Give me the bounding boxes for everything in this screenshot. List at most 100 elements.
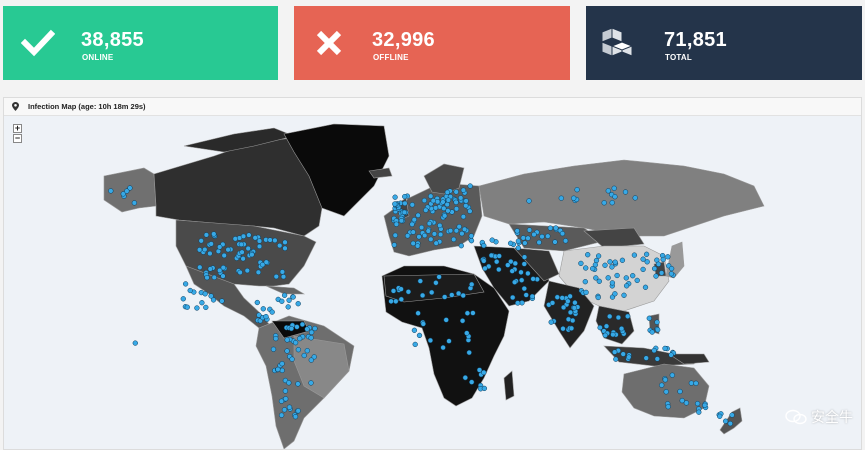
infection-marker (615, 314, 622, 321)
infection-marker (655, 327, 661, 333)
infection-marker (593, 257, 600, 264)
watermark: 安全牛 (785, 407, 853, 427)
infection-marker (249, 251, 255, 258)
infection-marker (453, 199, 459, 205)
infection-marker (297, 335, 303, 342)
infection-marker (515, 238, 522, 244)
infection-marker (260, 306, 266, 312)
infection-marker (688, 380, 695, 386)
infection-marker (548, 319, 554, 325)
infection-marker (521, 254, 528, 260)
infection-marker (612, 349, 618, 355)
infection-marker (295, 408, 301, 414)
infection-marker (665, 254, 671, 260)
infection-marker (578, 260, 584, 267)
infection-marker (290, 294, 296, 300)
infection-marker (279, 361, 285, 367)
infection-marker (602, 262, 608, 268)
madagascar-region (503, 370, 515, 401)
infection-marker (281, 292, 288, 298)
infection-marker (649, 329, 655, 335)
infection-marker (203, 304, 209, 311)
infection-marker (283, 396, 289, 402)
infection-marker (451, 236, 457, 243)
offline-stat-card: 32,996 OFFLINE (294, 6, 570, 80)
infection-marker (392, 194, 398, 200)
infection-marker (582, 279, 588, 285)
infection-marker (611, 185, 617, 191)
infection-marker (545, 233, 551, 239)
infection-marker (204, 274, 210, 281)
infection-marker (426, 220, 433, 227)
infection-marker (255, 269, 262, 275)
infection-marker (571, 305, 578, 311)
infection-marker (286, 380, 292, 386)
infection-marker (605, 188, 611, 194)
total-count: 71,851 (664, 29, 727, 51)
infection-marker (552, 239, 558, 245)
infection-marker (308, 357, 314, 363)
infection-marker (662, 345, 668, 352)
infection-marker (430, 198, 436, 204)
infection-marker (428, 193, 434, 199)
infection-marker (612, 194, 618, 200)
infection-marker (481, 385, 488, 392)
infection-marker (308, 335, 314, 341)
infection-marker (595, 294, 601, 301)
infection-marker (409, 221, 415, 227)
infection-marker (127, 185, 133, 191)
infection-marker (203, 232, 210, 238)
infection-marker (466, 349, 472, 356)
mongolia-region (583, 227, 645, 249)
infection-marker (219, 298, 225, 304)
infection-marker (522, 240, 528, 246)
infection-marker (312, 325, 318, 332)
infection-marker (651, 265, 658, 272)
infection-marker (184, 304, 190, 310)
infection-marker (207, 266, 213, 272)
infection-marker (447, 228, 454, 234)
infection-marker (256, 312, 262, 318)
infection-marker (294, 324, 300, 330)
infection-marker (683, 400, 690, 406)
infection-marker (238, 241, 245, 248)
world-map[interactable]: + − 安全牛 (4, 116, 861, 449)
infection-marker (623, 275, 629, 281)
infection-marker (391, 242, 397, 248)
infection-marker (585, 252, 591, 258)
infection-marker (279, 269, 286, 275)
infection-marker (211, 274, 217, 281)
infection-marker (225, 247, 231, 253)
infection-marker (609, 280, 616, 286)
infection-marker (282, 245, 288, 251)
total-stat-card: 71,851 TOTAL (586, 6, 862, 80)
infection-marker (246, 232, 252, 238)
infection-marker (453, 189, 459, 195)
new-zealand-region (719, 407, 743, 435)
infection-marker (607, 259, 613, 265)
infection-marker (654, 356, 660, 362)
offline-label: OFFLINE (373, 53, 409, 62)
infection-marker (282, 388, 289, 394)
infection-marker (289, 356, 295, 362)
infection-marker (211, 231, 217, 237)
infection-marker (429, 289, 435, 296)
infection-marker (132, 340, 138, 346)
infection-marker (196, 247, 203, 253)
infection-marker (108, 188, 114, 194)
infection-marker (453, 228, 460, 234)
caribbean-region (265, 285, 306, 295)
zoom-out-button[interactable]: − (13, 133, 22, 143)
map-pin-icon (12, 102, 19, 111)
infection-marker (453, 206, 460, 212)
infection-marker (182, 281, 189, 287)
zoom-in-button[interactable]: + (13, 123, 22, 133)
infection-marker (567, 309, 574, 316)
infection-marker (651, 347, 657, 354)
infection-marker (444, 201, 450, 208)
infection-marker (596, 278, 602, 284)
infection-marker (644, 259, 650, 265)
world-map-svg[interactable] (4, 116, 861, 449)
infection-marker (409, 202, 415, 208)
infection-marker (273, 273, 279, 280)
